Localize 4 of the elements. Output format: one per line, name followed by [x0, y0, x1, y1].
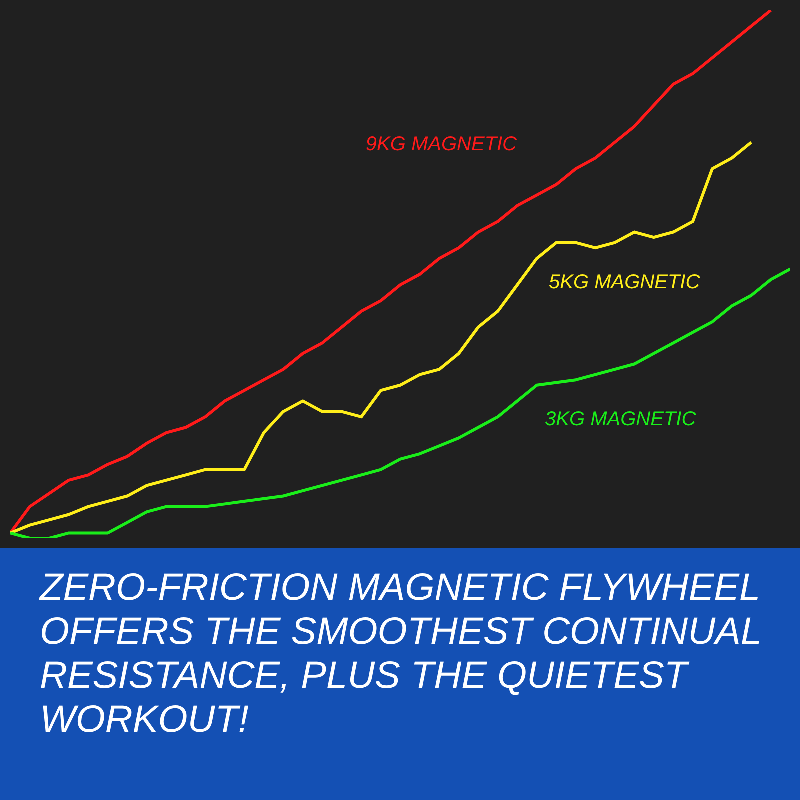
- series-label: 5KG MAGNETIC: [549, 272, 701, 294]
- text: 9KG MAGNETIC: [366, 133, 518, 156]
- series-label: 3KG MAGNETIC: [545, 408, 697, 430]
- text: ZERO-FRICTION MAGNETIC FLYWHEEL OFFERS THE SMOOTHEST CONTINUAL RESISTANCE, PLUS THE QUIETEST WORKOUT!: [40, 566, 762, 742]
